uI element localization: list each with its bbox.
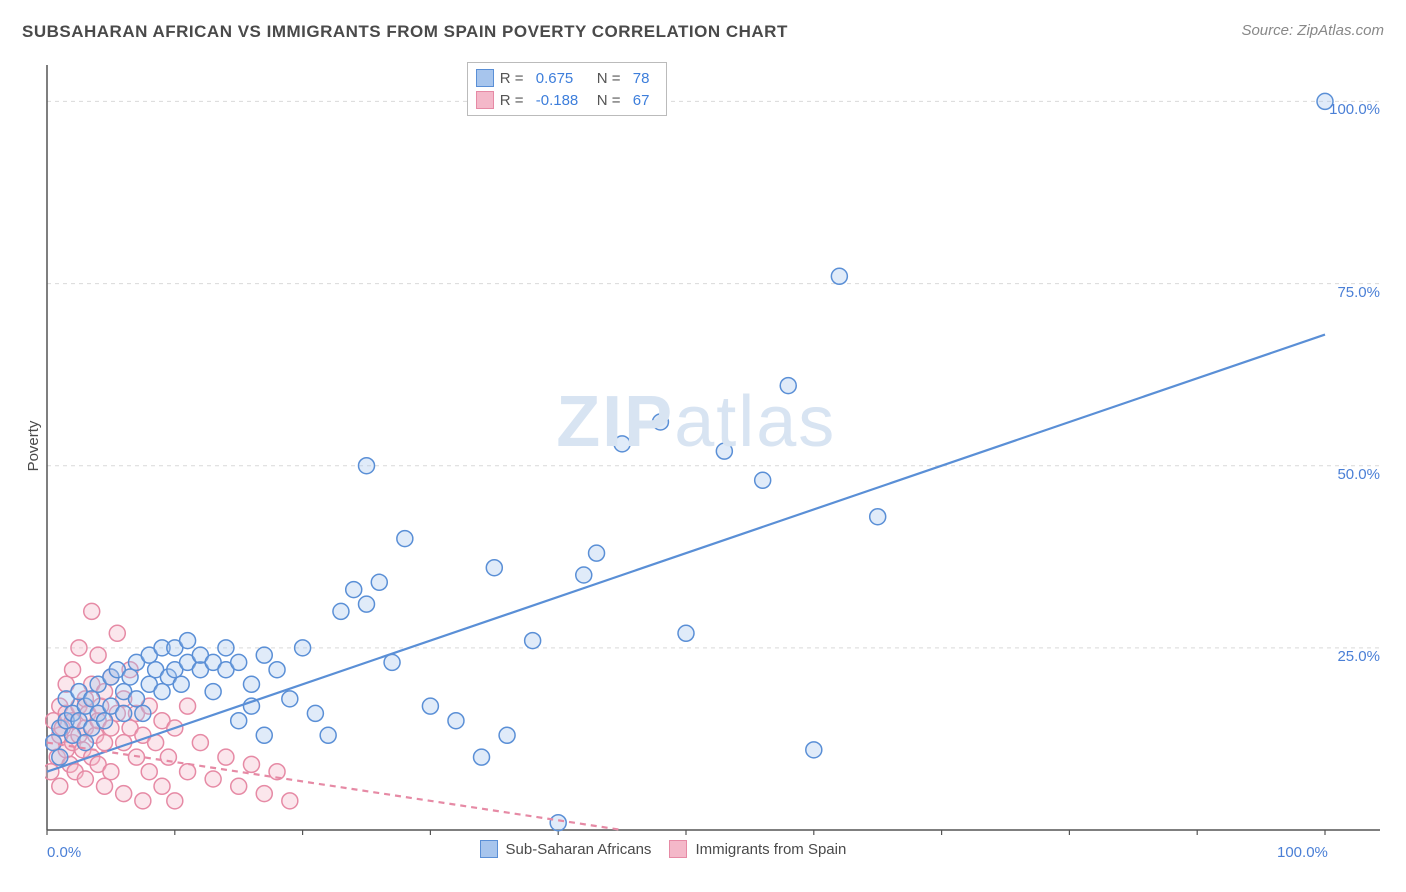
legend-row: R =0.675N =78 — [476, 67, 658, 89]
x-tick-label: 100.0% — [1277, 844, 1328, 861]
legend-item: Immigrants from Spain — [669, 840, 846, 858]
series-legend: Sub-Saharan Africans Immigrants from Spai… — [480, 840, 847, 858]
legend-swatch — [476, 69, 494, 87]
y-tick-label: 25.0% — [1310, 648, 1380, 665]
correlation-legend: R =0.675N =78R =-0.188N =67 — [467, 62, 667, 116]
legend-label: Immigrants from Spain — [695, 841, 846, 858]
legend-row: R =-0.188N =67 — [476, 89, 658, 111]
scatter-plot — [45, 60, 1380, 835]
y-axis-label: Poverty — [25, 421, 42, 472]
chart-title: SUBSAHARAN AFRICAN VS IMMIGRANTS FROM SP… — [22, 22, 788, 42]
y-tick-label: 100.0% — [1310, 101, 1380, 118]
legend-label: Sub-Saharan Africans — [506, 841, 652, 858]
source-attribution: Source: ZipAtlas.com — [1241, 22, 1384, 39]
legend-swatch — [480, 840, 498, 858]
y-tick-label: 50.0% — [1310, 466, 1380, 483]
legend-item: Sub-Saharan Africans — [480, 840, 652, 858]
x-tick-label: 0.0% — [47, 844, 81, 861]
chart-container: SUBSAHARAN AFRICAN VS IMMIGRANTS FROM SP… — [0, 0, 1406, 892]
y-tick-label: 75.0% — [1310, 284, 1380, 301]
legend-swatch — [476, 91, 494, 109]
legend-swatch — [669, 840, 687, 858]
